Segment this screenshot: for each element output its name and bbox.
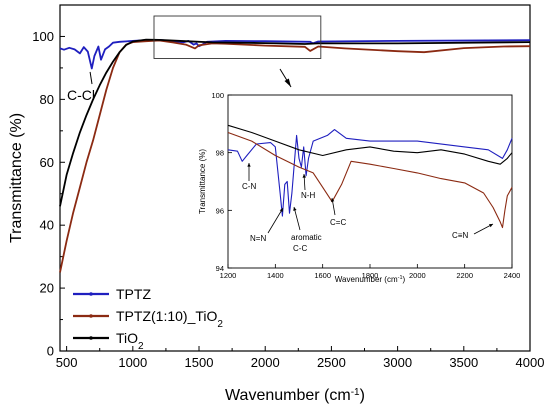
inset-x-tick-label: 1600 [314,271,331,280]
zoom-arrow-head [284,78,291,87]
zoom-box [153,15,322,59]
inset-series-line [227,131,513,229]
x-tick-label: 3000 [383,355,412,370]
legend-marker [89,314,93,318]
inset-y-tick-label: 94 [216,264,224,273]
inset-annotation-arrow [267,207,284,234]
legend-marker [89,336,93,340]
inset-y-axis-label: Transmittance (%) [198,149,207,214]
inset-annotation-arrowhead [330,198,335,202]
inset-annotation-cn-triple: C≡N [452,231,468,240]
inset-annotation-nn: N=N [250,234,266,243]
inset-annotation-arrowhead [279,208,283,212]
inset-x-tick-label: 2400 [504,271,521,280]
inset-annotation-arrowhead [247,163,251,167]
plot-frame [59,4,531,352]
inset-series-line [227,129,513,217]
y-axis-label: Transmittance (%) [8,113,25,243]
main-plot: 500 1000 1500 2000 2500 3000 3500 4000 0 20 40 60 80… [8,4,545,405]
y-tick-label: 80 [40,92,54,107]
legend-label: TPTZ(1:10)_TiO2 [116,308,223,330]
series-line [59,38,531,207]
x-tick-label: 4000 [516,355,545,370]
inset-x-tick-label: 2200 [456,271,473,280]
legend-label: TiO2 [116,330,144,352]
inset-annotation-cn: C-N [242,182,256,191]
inset-annotation-c-c: C=C [330,218,346,227]
annotation-c-cl: C-Cl [67,87,95,103]
x-tick-label: 500 [56,355,78,370]
annotation-arrow [89,71,93,85]
x-tick-label: 2500 [317,355,346,370]
x-axis-label: Wavenumber (cm-1) [225,387,365,405]
x-tick-label: 1500 [185,355,214,370]
inset-x-tick-label: 2000 [409,271,426,280]
x-tick-label: 3500 [449,355,478,370]
inset-plot: 1200 1400 1600 1800 2000 2200 2400 94 96 98 100 Wav… [190,88,520,284]
inset-y-tick-label: 98 [216,149,224,158]
legend-label: TPTZ [116,286,151,302]
x-tick-label: 1000 [118,355,147,370]
y-tick-label: 40 [40,218,54,233]
inset-annotation-arrowhead [293,207,297,211]
inset-series-line [227,124,513,165]
inset-annotation-arrow [293,206,301,231]
x-tick-label: 2000 [251,355,280,370]
y-tick-label: 100 [32,29,54,44]
inset-annotation-aromatic: aromatic [291,233,322,242]
inset-annotation-cc: C-C [293,244,307,253]
legend-marker [89,292,93,296]
inset-x-axis-label: Wavenumber (cm-1) [335,275,406,284]
inset-x-tick-label: 1800 [362,271,379,280]
y-tick-label: 60 [40,155,54,170]
inset-annotation-nh: N-H [301,191,315,200]
inset-annotation-arrowhead [489,224,493,228]
inset-y-tick-label: 100 [211,91,224,100]
series-line [59,39,531,273]
inset-annotation-arrowhead [302,174,306,178]
y-tick-label: 20 [40,281,54,296]
inset-frame [227,94,513,269]
y-tick-label: 0 [47,344,54,359]
inset-x-tick-label: 1400 [267,271,284,280]
inset-y-tick-label: 96 [216,206,224,215]
inset-x-tick-label: 1200 [220,271,237,280]
